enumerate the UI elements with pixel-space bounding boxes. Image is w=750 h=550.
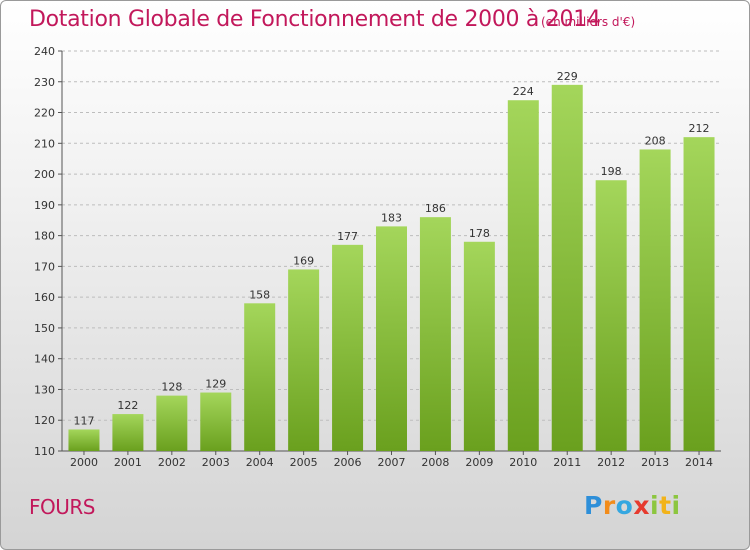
bar-2002 xyxy=(156,395,188,451)
bar-2009 xyxy=(463,241,495,451)
logo-letter: i xyxy=(671,491,681,520)
y-tick-label: 150 xyxy=(34,322,55,335)
bar-2013 xyxy=(639,149,671,451)
commune-name: FOURS xyxy=(29,495,95,519)
chart-title: Dotation Globale de Fonctionnement de 20… xyxy=(29,7,601,32)
axes: 110 120 130 140 150 160 170 180 190 200 210 220 230 2… xyxy=(34,45,721,469)
bar-2004 xyxy=(244,303,276,451)
data-label-2004: 158 xyxy=(249,288,270,301)
bar-2006 xyxy=(332,244,364,451)
bar-2014 xyxy=(683,137,715,451)
data-label-2013: 208 xyxy=(645,134,666,147)
x-tick-label-2007: 2007 xyxy=(378,456,406,469)
bar-2007 xyxy=(376,226,407,451)
bars: 117 122 128 129 158 169 177 183 186 178 224 229 198 2… xyxy=(68,70,715,451)
x-tick-label-2004: 2004 xyxy=(246,456,274,469)
y-tick-label: 140 xyxy=(34,353,55,366)
y-tick-label: 240 xyxy=(34,45,55,58)
data-label-2005: 169 xyxy=(293,254,314,267)
logo-letter: t xyxy=(659,491,672,520)
x-tick-label-2003: 2003 xyxy=(202,456,230,469)
data-label-2002: 128 xyxy=(161,381,182,394)
y-tick-label: 160 xyxy=(34,291,55,304)
data-label-2006: 177 xyxy=(337,230,358,243)
logo-letter: i xyxy=(650,491,660,520)
x-tick-label-2010: 2010 xyxy=(509,456,537,469)
data-label-2012: 198 xyxy=(601,165,622,178)
bar-2000 xyxy=(68,429,100,451)
x-tick-label-2000: 2000 xyxy=(70,456,98,469)
data-label-2000: 117 xyxy=(73,414,94,427)
x-tick-label-2014: 2014 xyxy=(685,456,713,469)
x-tick-label-2011: 2011 xyxy=(553,456,581,469)
bar-2001 xyxy=(112,414,144,451)
y-tick-label: 210 xyxy=(34,137,55,150)
logo-letter: o xyxy=(615,491,634,520)
x-tick-label-2006: 2006 xyxy=(334,456,362,469)
x-tick-label-2005: 2005 xyxy=(290,456,318,469)
x-tick-label-2008: 2008 xyxy=(421,456,449,469)
bar-2003 xyxy=(200,392,232,451)
y-tick-label: 130 xyxy=(34,383,55,396)
logo-letter: r xyxy=(602,491,616,520)
bar-2010 xyxy=(507,100,539,451)
y-tick-label: 180 xyxy=(34,230,55,243)
bar-2008 xyxy=(419,217,451,451)
y-tick-label: 200 xyxy=(34,168,55,181)
x-tick-label-2012: 2012 xyxy=(597,456,625,469)
bar-2005 xyxy=(288,269,320,451)
y-tick-label: 170 xyxy=(34,260,55,273)
y-tick-label: 190 xyxy=(34,199,55,212)
bar-2011 xyxy=(551,84,583,451)
y-tick-label: 230 xyxy=(34,76,55,89)
data-label-2003: 129 xyxy=(205,378,226,391)
bar-2012 xyxy=(595,180,627,451)
data-label-2010: 224 xyxy=(513,85,534,98)
data-label-2011: 229 xyxy=(557,70,578,83)
data-label-2001: 122 xyxy=(117,399,138,412)
data-label-2009: 178 xyxy=(469,227,490,240)
data-label-2008: 186 xyxy=(425,202,446,215)
data-label-2007: 183 xyxy=(381,211,402,224)
grid-lines xyxy=(62,50,721,452)
x-tick-label-2013: 2013 xyxy=(641,456,669,469)
proxiti-logo: Proxiti xyxy=(584,491,681,520)
chart-subtitle: (en milliers d'€) xyxy=(541,15,636,29)
y-tick-label: 220 xyxy=(34,107,55,120)
y-tick-label: 110 xyxy=(34,445,55,458)
logo-letter: P xyxy=(584,491,603,520)
x-tick-label-2001: 2001 xyxy=(114,456,142,469)
y-tick-label: 120 xyxy=(34,414,55,427)
x-tick-label-2002: 2002 xyxy=(158,456,186,469)
data-label-2014: 212 xyxy=(689,122,710,135)
x-tick-label-2009: 2009 xyxy=(465,456,493,469)
logo-letter: x xyxy=(633,491,650,520)
